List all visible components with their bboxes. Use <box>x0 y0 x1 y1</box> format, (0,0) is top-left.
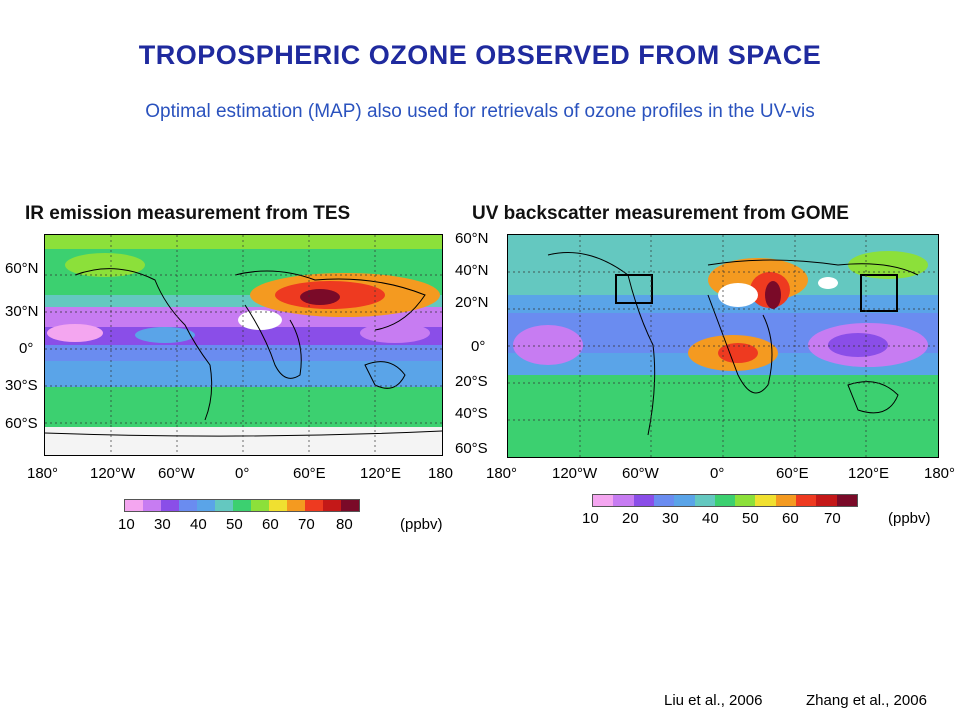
colorbar-swatch <box>775 495 797 506</box>
colorbar-swatch <box>323 500 341 511</box>
lat-label: 30°N <box>5 303 39 320</box>
colorbar-swatch <box>653 495 675 506</box>
colorbar-swatch <box>593 495 614 506</box>
colorbar-swatch <box>694 495 715 506</box>
colorbar-swatch <box>613 495 634 506</box>
colorbar-swatch <box>125 500 143 511</box>
lon-label: 60°W <box>158 465 195 482</box>
colorbar-swatch <box>633 495 654 506</box>
lat-label: 60°S <box>5 415 38 432</box>
colorbar-label: 70 <box>824 510 841 527</box>
citation-liu: Liu et al., 2006 <box>664 692 763 709</box>
colorbar-swatch <box>233 500 251 511</box>
colorbar-label: 30 <box>154 516 171 533</box>
colorbar-label: 20 <box>622 510 639 527</box>
colorbar-swatch <box>215 500 233 511</box>
colorbar-swatch <box>796 495 817 506</box>
lat-label: 20°N <box>455 294 489 311</box>
lon-label: 180° <box>27 465 59 482</box>
colorbar-label: 50 <box>226 516 243 533</box>
colorbar-swatch <box>269 500 287 511</box>
lat-label: 0° <box>471 338 486 355</box>
lat-label: 60°S <box>455 440 488 457</box>
slide-title: TROPOSPHERIC OZONE OBSERVED FROM SPACE <box>138 40 822 70</box>
lon-label: 0° <box>710 465 725 482</box>
left-panel-heading: IR emission measurement from TES <box>25 203 351 224</box>
colorbar-label: 50 <box>742 510 759 527</box>
left-colorbar-labels: 10 30 40 50 60 70 80 <box>110 516 360 536</box>
colorbar-label: 10 <box>118 516 135 533</box>
colorbar-label: 30 <box>662 510 679 527</box>
lat-label: 30°S <box>5 377 38 394</box>
left-lon-labels: 180° 120°W 60°W 0° 60°E 120°E 180 <box>0 465 470 485</box>
lat-label: 0° <box>19 340 34 357</box>
colorbar-swatch <box>143 500 161 511</box>
left-colorbar <box>124 499 360 512</box>
right-ozone-map <box>507 234 939 458</box>
colorbar-swatch <box>836 495 857 506</box>
colorbar-label: 60 <box>262 516 279 533</box>
right-panel-heading: UV backscatter measurement from GOME <box>472 203 849 224</box>
lat-label: 60°N <box>5 260 39 277</box>
right-colorbar-labels: 10 20 30 40 50 60 70 <box>580 510 860 530</box>
colorbar-swatch <box>179 500 197 511</box>
lon-label: 120°W <box>90 465 136 482</box>
colorbar-swatch <box>161 500 179 511</box>
right-lon-labels: 180° 120°W 60°W 0° 60°E 120°E 180° <box>480 465 958 485</box>
lon-label: 60°E <box>293 465 326 482</box>
colorbar-swatch <box>286 500 305 511</box>
colorbar-label: 10 <box>582 510 599 527</box>
colorbar-swatch <box>251 500 269 511</box>
lon-label: 120°E <box>848 465 890 482</box>
colorbar-swatch <box>341 500 359 511</box>
colorbar-swatch <box>674 495 695 506</box>
lon-label: 180 <box>428 465 454 482</box>
colorbar-swatch <box>305 500 323 511</box>
left-ozone-map <box>44 234 443 456</box>
colorbar-swatch <box>755 495 776 506</box>
lon-label: 60°E <box>776 465 809 482</box>
lon-label: 60°W <box>622 465 659 482</box>
lon-label: 0° <box>235 465 250 482</box>
lon-label: 180° <box>486 465 518 482</box>
lon-label: 180° <box>924 465 956 482</box>
colorbar-swatch <box>714 495 736 506</box>
right-colorbar <box>592 494 858 507</box>
lon-label: 120°E <box>360 465 402 482</box>
colorbar-swatch <box>816 495 837 506</box>
colorbar-swatch <box>735 495 756 506</box>
colorbar-label: 40 <box>190 516 207 533</box>
right-unit-label: (ppbv) <box>888 510 931 527</box>
lat-label: 40°N <box>455 262 489 279</box>
colorbar-label: 70 <box>298 516 315 533</box>
colorbar-swatch <box>197 500 215 511</box>
slide-subtitle: Optimal estimation (MAP) also used for r… <box>145 101 815 122</box>
lat-label: 40°S <box>455 405 488 422</box>
lon-label: 120°W <box>552 465 598 482</box>
lat-label: 60°N <box>455 230 489 247</box>
colorbar-label: 80 <box>336 516 353 533</box>
lat-label: 20°S <box>455 373 488 390</box>
colorbar-label: 40 <box>702 510 719 527</box>
citation-zhang: Zhang et al., 2006 <box>806 692 927 709</box>
left-unit-label: (ppbv) <box>400 516 443 533</box>
colorbar-label: 60 <box>782 510 799 527</box>
